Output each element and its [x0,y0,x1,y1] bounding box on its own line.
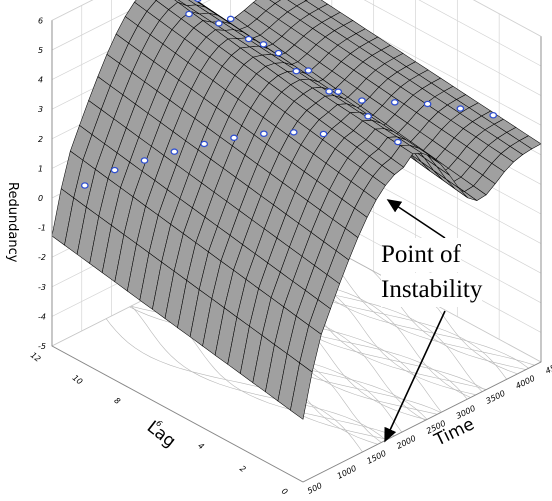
annotation-line-2: Instability [381,273,483,307]
lag-tick-label: 0 [280,486,290,496]
z-axis-title: Redundancy [5,182,20,263]
lag-tick-label: 12 [29,350,43,363]
data-markers [80,0,498,189]
y-axis-title: Lag [143,417,179,452]
data-point [394,138,402,146]
data-point [289,129,298,136]
data-point [456,105,465,112]
data-point [390,99,399,106]
arrow-to-surface [386,199,446,239]
data-point [194,0,202,3]
lag-tick-label: 6 [154,418,164,428]
redundancy-tick-label: 5 [38,46,43,55]
data-point [244,35,253,43]
data-point [304,67,313,74]
time-tick-label: 4500 [544,359,552,376]
redundancy-tick-label: 4 [38,76,43,85]
data-point [200,140,209,148]
data-point [364,113,372,120]
lag-tick-label: 10 [71,373,85,386]
data-point [215,20,223,27]
time-tick-label: 1500 [365,449,387,466]
chart-box-front-edges [51,20,542,483]
lag-tick-label: 4 [196,441,206,451]
data-point [489,111,498,119]
lag-tick-label: 8 [112,396,122,406]
time-tick-label: 500 [306,481,324,496]
time-tick-label: 3500 [484,389,506,406]
box-edge [302,361,542,483]
redundancy-tick-label: 1 [38,164,43,173]
time-tick-label: 2000 [395,434,417,451]
redundancy-tick-label: 6 [38,16,43,25]
data-point [325,88,333,95]
redundancy-tick-label: 3 [38,105,43,114]
data-point [319,130,328,138]
x-axis-title: Time [431,414,478,451]
data-point [170,148,179,155]
time-tick-label: 4000 [514,374,536,391]
data-point [334,88,343,95]
data-point [274,49,283,57]
annotation-line-1: Point of [381,238,461,272]
data-point [226,15,235,23]
contour-line [131,305,387,441]
data-point [260,130,268,137]
redundancy-tick-label: 2 [38,135,43,144]
arrow-to-floor [384,310,446,443]
redundancy-tick-label: -3 [38,283,46,292]
redundancy-tick-label: -2 [38,253,46,262]
redundancy-tick-label: -1 [38,224,46,233]
data-point [80,182,89,189]
time-tick-label: 1000 [336,464,358,481]
data-point [423,100,432,108]
data-point [230,134,238,142]
data-point [358,97,366,104]
surface-cell [269,0,282,4]
surface-mesh [51,0,542,420]
contour-line [105,318,363,453]
redundancy-tick-label: -5 [38,342,46,351]
data-point [110,166,119,174]
redundancy-tick-label: -4 [38,312,46,321]
redundancy-tick-label: 0 [38,194,43,203]
annotation-arrows [384,199,446,443]
data-point [292,67,301,75]
data-point [185,10,193,18]
data-point [259,41,268,48]
surface-cell [290,362,313,420]
lag-tick-label: 2 [238,464,248,474]
data-point [140,157,149,164]
box-edge [51,345,304,483]
